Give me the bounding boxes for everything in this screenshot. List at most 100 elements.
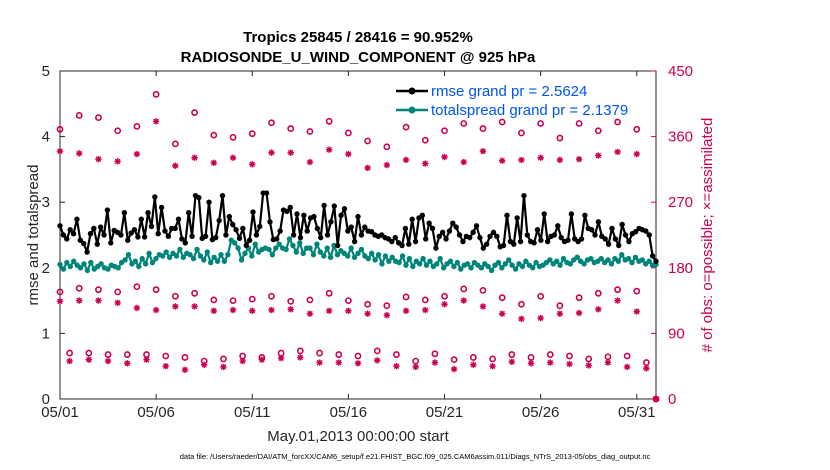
- obs-assimilated-point: [268, 306, 275, 314]
- obs-assimilated-point: [268, 149, 275, 156]
- obs-possible-point: [479, 125, 487, 132]
- obs-assimilated-point: [306, 158, 314, 166]
- legend-spread-marker: [408, 106, 416, 114]
- rmse-point: [470, 229, 476, 236]
- totalspread-point: [273, 245, 279, 251]
- obs-assimilated-point: [547, 359, 554, 366]
- totalspread-point: [512, 266, 519, 272]
- obs-possible-point: [229, 297, 237, 304]
- obs-possible-point: [248, 130, 256, 138]
- obs-possible-point: [594, 289, 602, 297]
- rmse-point: [257, 223, 263, 230]
- rmse-point: [131, 227, 138, 233]
- totalspread-point: [334, 251, 341, 258]
- totalspread-point: [238, 257, 245, 263]
- totalspread-point: [269, 251, 276, 258]
- obs-assimilated-point: [191, 303, 198, 310]
- obs-assimilated-point: [229, 154, 237, 161]
- obs-assimilated-point: [595, 152, 602, 159]
- obs-possible-point: [642, 359, 650, 366]
- rmse-point: [477, 234, 483, 241]
- obs-possible-point: [114, 127, 122, 135]
- obs-assimilated-point: [402, 307, 410, 315]
- totalspread-point: [588, 255, 594, 262]
- obs-assimilated-point: [575, 309, 583, 317]
- rmse-point: [609, 225, 615, 232]
- obs-assimilated-point: [364, 310, 371, 317]
- rmse-point: [297, 234, 304, 241]
- rmse-point: [622, 232, 629, 238]
- obs-possible-point: [556, 302, 564, 310]
- totalspread-point: [88, 259, 94, 266]
- rmse-point: [517, 238, 524, 245]
- obs-assimilated-point: [181, 366, 189, 374]
- y-right-tick-label: 180: [668, 260, 693, 277]
- rmse-point: [202, 233, 209, 240]
- totalspread-point: [300, 250, 306, 257]
- obs-possible-point: [546, 351, 554, 358]
- totalspread-point: [420, 255, 426, 262]
- obs-possible-point: [585, 355, 593, 363]
- obs-possible-point: [268, 292, 275, 300]
- rmse-point: [511, 241, 517, 247]
- obs-assimilated-point: [479, 303, 487, 310]
- totalspread-point: [197, 253, 204, 259]
- rmse-point: [368, 229, 375, 235]
- rmse-point: [392, 234, 398, 241]
- chart-title-line1: Tropics 25845 / 28416 = 90.952%: [243, 29, 473, 46]
- obs-possible-point: [479, 286, 487, 294]
- obs-assimilated-point: [95, 297, 102, 304]
- totalspread-point: [567, 261, 574, 267]
- totalspread-point: [139, 255, 145, 262]
- obs-assimilated-point: [76, 150, 83, 157]
- obs-assimilated-point: [537, 314, 544, 322]
- obs-possible-point: [537, 120, 545, 127]
- obs-assimilated-point: [76, 297, 83, 304]
- totalspread-point: [458, 266, 464, 272]
- obs-possible-point: [162, 352, 170, 360]
- rmse-point: [97, 224, 104, 230]
- rmse-point: [619, 221, 625, 228]
- obs-assimilated-point: [335, 359, 342, 366]
- rmse-point: [582, 212, 588, 219]
- rmse-point: [246, 237, 253, 243]
- totalspread-point: [529, 265, 536, 271]
- rmse-point: [602, 236, 608, 242]
- totalspread-point: [115, 265, 121, 271]
- rmse-point: [632, 229, 639, 235]
- rmse-point: [223, 232, 229, 238]
- rmse-point: [480, 245, 486, 251]
- totalspread-point: [506, 257, 512, 263]
- totalspread-point: [321, 253, 327, 259]
- obs-possible-point: [104, 351, 112, 358]
- legend-rmse-marker: [408, 87, 416, 95]
- rmse-point: [101, 232, 107, 238]
- totalspread-point: [375, 251, 382, 258]
- obs-possible-point: [95, 286, 102, 294]
- rmse-point: [290, 232, 297, 238]
- obs-assimilated-point: [441, 301, 448, 308]
- totalspread-point: [386, 258, 392, 264]
- totalspread-point: [146, 250, 152, 257]
- rmse-point: [436, 233, 442, 240]
- rmse-point: [551, 232, 558, 238]
- obs-possible-point: [306, 128, 314, 135]
- totalspread-point: [317, 249, 324, 255]
- totalspread-point: [180, 254, 187, 261]
- totalspread-point: [211, 254, 217, 261]
- rmse-point: [334, 242, 341, 249]
- totalspread-point: [499, 265, 505, 271]
- obs-possible-point: [152, 90, 160, 98]
- obs-possible-point: [469, 354, 477, 361]
- totalspread-point: [464, 261, 471, 267]
- obs-assimilated-point: [210, 307, 218, 315]
- rmse-point: [182, 240, 188, 246]
- obs-possible-point: [566, 352, 573, 360]
- obs-possible-point: [556, 134, 564, 142]
- totalspread-point: [369, 250, 375, 257]
- rmse-point: [243, 242, 249, 249]
- totalspread-point: [488, 267, 495, 274]
- obs-assimilated-point: [200, 361, 208, 368]
- totalspread-point: [105, 266, 111, 272]
- totalspread-point: [399, 253, 406, 259]
